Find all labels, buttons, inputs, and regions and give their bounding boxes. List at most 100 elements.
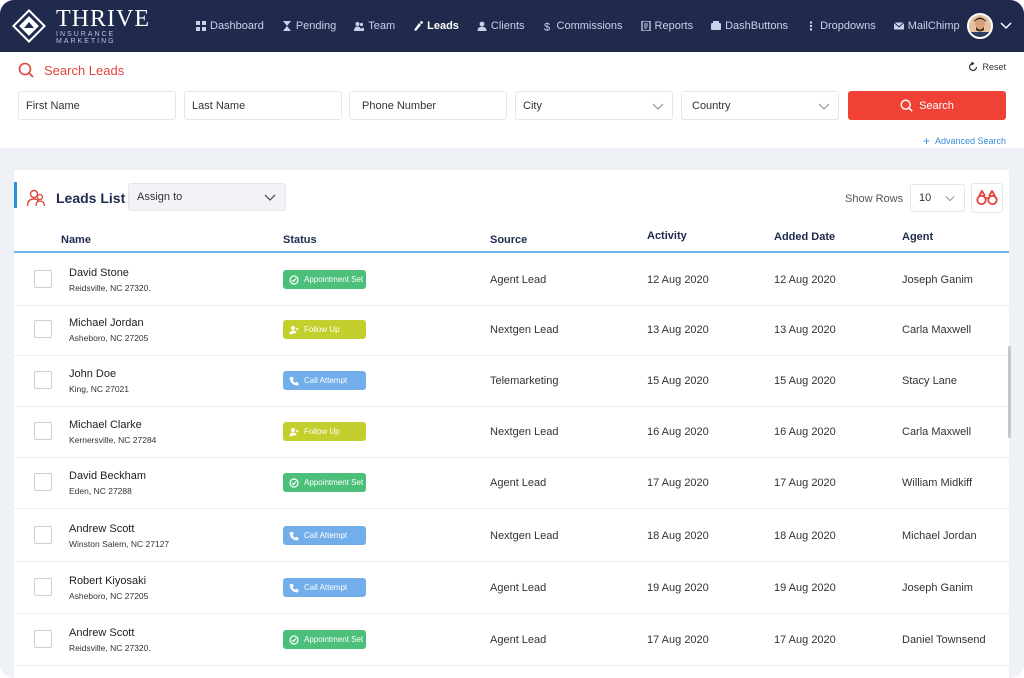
advanced-search-label: Advanced Search [934,136,1006,146]
country-select[interactable]: Country [681,91,839,120]
lead-source: Agent Lead [490,634,547,646]
status-badge[interactable]: Call Attempt [283,371,366,390]
status-badge[interactable]: Appointment Set [283,630,366,649]
row-checkbox[interactable] [34,422,52,440]
brand-logo[interactable]: THRIVE INSURANCE MARKETING [12,7,172,45]
last-name-input[interactable]: Last Name [184,91,342,120]
rows-per-page-select[interactable]: 10 [910,184,965,212]
nav-item-commissions[interactable]: $ Commissions [543,20,623,32]
table-row[interactable]: Michael Clarke Kernersville, NC 27284 Foll… [14,406,1009,458]
dashbuttons-icon [711,21,722,30]
status-badge[interactable]: Appointment Set [283,270,366,289]
search-panel: Search Leads Reset First Name Last Name … [0,52,1024,148]
table-row[interactable]: Andrew Scott Reidsville, NC 27320. Appoint… [14,614,1009,666]
lead-source: Nextgen Lead [490,426,559,438]
nav-item-reports[interactable]: Reports [640,20,693,32]
lead-added-date: 17 Aug 2020 [774,634,836,646]
lead-added-date: 18 Aug 2020 [774,530,836,542]
lead-source: Agent Lead [490,582,547,594]
user-avatar[interactable] [967,13,993,39]
lead-name[interactable]: David Beckham [69,470,147,482]
status-badge[interactable]: Follow Up [283,320,366,339]
row-checkbox[interactable] [34,526,52,544]
row-checkbox[interactable] [34,320,52,338]
status-badge[interactable]: Appointment Set [283,473,366,492]
table-row[interactable]: Michael Jordan Asheboro, NC 27205 Follow U… [14,304,1009,356]
lead-agent: William Midkiff [902,477,973,489]
user-plus-icon [289,325,299,334]
lead-added-date: 19 Aug 2020 [774,582,836,594]
lead-activity-date: 17 Aug 2020 [647,477,709,489]
nav-item-mailchimp[interactable]: MailChimp [893,20,960,32]
chevron-down-icon [652,103,664,110]
nav-item-team[interactable]: Team [354,20,395,32]
binoculars-button[interactable] [971,183,1003,213]
lead-name[interactable]: Andrew Scott [69,523,135,535]
city-select[interactable]: City [515,91,673,120]
lead-name[interactable]: Robert Kiyosaki [69,575,147,587]
table-row[interactable]: Andrew Scott Winston Salem, NC 27127 Call … [14,510,1009,562]
chevron-down-icon[interactable] [1000,20,1012,30]
nav-item-label: Commissions [556,20,623,32]
column-header-activity[interactable]: Activity [647,230,687,242]
table-row[interactable]: David Stone Reidsville, NC 27320. Appointm… [14,254,1009,306]
leads-icon [414,21,424,31]
team-icon [354,22,365,31]
search-button[interactable]: Search [848,91,1006,120]
nav-item-dashboard[interactable]: Dashboard [196,20,264,32]
nav-item-label: Dashboard [210,20,264,32]
row-checkbox[interactable] [34,578,52,596]
lead-activity-date: 19 Aug 2020 [647,582,709,594]
client-icon [477,21,487,31]
nav-item-pending[interactable]: Pending [282,20,336,32]
column-header-name[interactable]: Name [61,234,91,246]
column-header-agent[interactable]: Agent [902,231,934,243]
city-select-value: City [523,99,542,112]
row-checkbox[interactable] [34,630,52,648]
status-badge[interactable]: Follow Up [283,422,366,441]
lead-name[interactable]: Michael Clarke [69,419,142,431]
nav-item-label: Clients [490,20,525,32]
vertical-scrollbar[interactable] [1008,346,1011,438]
show-rows-label: Show Rows [845,193,904,205]
lead-name[interactable]: John Doe [69,368,117,380]
status-label: Appointment Set [304,635,364,644]
assign-to-select[interactable]: Assign to [128,183,286,211]
logo-text: THRIVE INSURANCE MARKETING [56,7,172,45]
table-row[interactable]: John Doe King, NC 27021 Call Attempt Telema… [14,355,1009,407]
status-badge[interactable]: Call Attempt [283,526,366,545]
hourglass-icon [282,21,291,31]
nav-item-dropdowns[interactable]: Dropdowns [806,20,876,32]
row-checkbox[interactable] [34,473,52,491]
phone-number-input[interactable]: Phone Number [349,91,507,120]
table-header: Name Status Source Activity Added Date A… [14,226,1009,253]
lead-name[interactable]: Andrew Scott [69,627,135,639]
status-label: Call Attempt [304,583,348,592]
dashboard-icon [196,21,206,31]
row-checkbox[interactable] [34,270,52,288]
column-header-status[interactable]: Status [283,234,317,246]
column-header-source[interactable]: Source [490,234,528,246]
reset-button[interactable]: Reset [968,62,1006,72]
chevron-down-icon [264,194,276,201]
row-checkbox[interactable] [34,371,52,389]
nav-item-label: DashButtons [725,20,789,32]
nav-item-dashbuttons[interactable]: DashButtons [711,20,788,32]
lead-name[interactable]: Michael Jordan [69,317,144,329]
nav-item-leads[interactable]: Leads [413,20,459,32]
lead-name[interactable]: David Stone [69,267,129,279]
table-row[interactable]: Robert Kiyosaki Asheboro, NC 27205 Call At… [14,562,1009,614]
status-badge[interactable]: Call Attempt [283,578,366,597]
lead-source: Telemarketing [490,375,559,387]
lead-address: King, NC 27021 [69,384,130,394]
search-leads-heading: Search Leads [18,62,124,78]
advanced-search-link[interactable]: + Advanced Search [923,134,1006,148]
column-header-added-date[interactable]: Added Date [774,231,836,243]
status-label: Call Attempt [304,531,348,540]
first-name-input[interactable]: First Name [18,91,176,120]
chevron-down-icon [945,195,955,202]
nav-item-clients[interactable]: Clients [477,20,525,32]
status-label: Appointment Set [304,478,364,487]
table-row[interactable]: David Beckham Eden, NC 27288 Appointment S… [14,457,1009,509]
status-label: Follow Up [304,427,340,436]
